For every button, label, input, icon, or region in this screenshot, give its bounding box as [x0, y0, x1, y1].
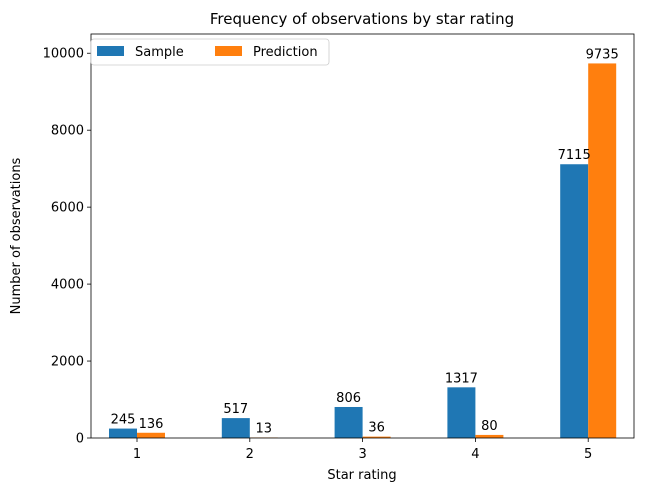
legend-swatch-sample [97, 46, 124, 56]
chart-title: Frequency of observations by star rating [210, 10, 514, 28]
bar-prediction-3 [362, 436, 391, 438]
bar-prediction-1 [137, 432, 165, 438]
legend-swatch-prediction [215, 46, 242, 56]
bar-prediction-4 [475, 434, 504, 438]
x-axis: 1 2 3 4 5 [133, 438, 592, 462]
y-tick-label: 10000 [43, 47, 84, 62]
y-tick-label: 6000 [51, 201, 84, 216]
x-tick-label: 5 [584, 447, 592, 462]
data-label-prediction-5: 9735 [586, 47, 619, 62]
x-tick-label: 1 [133, 447, 141, 462]
legend-label-prediction: Prediction [253, 45, 318, 60]
data-labels-group: 245 136 517 13 806 36 1317 80 7115 9735 [111, 47, 619, 436]
data-label-sample-3: 806 [336, 391, 361, 406]
data-label-sample-1: 245 [111, 413, 136, 428]
bar-prediction-5 [588, 63, 617, 438]
legend: Sample Prediction [90, 38, 330, 66]
x-tick-label: 3 [358, 447, 366, 462]
data-label-sample-4: 1317 [445, 371, 478, 386]
legend-label-sample: Sample [135, 45, 184, 60]
x-tick-label: 2 [246, 447, 254, 462]
data-label-prediction-3: 36 [368, 421, 385, 436]
legend-box [90, 38, 330, 66]
bar-sample-2 [221, 418, 250, 438]
plot-frame [90, 33, 635, 439]
data-label-sample-5: 7115 [558, 148, 591, 163]
bar-sample-1 [109, 428, 137, 438]
bars-group [109, 63, 617, 439]
x-tick-label: 4 [471, 447, 479, 462]
y-axis-label: Number of observations [9, 157, 24, 314]
y-tick-label: 4000 [51, 278, 84, 293]
bar-sample-4 [447, 387, 476, 438]
y-axis: 0 2000 4000 6000 8000 10000 [43, 47, 91, 447]
data-label-prediction-2: 13 [256, 421, 273, 436]
y-tick-label: 2000 [51, 355, 84, 370]
bar-sample-3 [334, 406, 363, 438]
data-label-prediction-4: 80 [481, 419, 498, 434]
data-label-prediction-1: 136 [139, 417, 164, 432]
y-tick-label: 8000 [51, 124, 84, 139]
y-tick-label: 0 [76, 432, 84, 447]
x-axis-label: Star rating [327, 468, 396, 483]
bar-sample-5 [560, 164, 589, 439]
data-label-sample-2: 517 [223, 402, 248, 417]
